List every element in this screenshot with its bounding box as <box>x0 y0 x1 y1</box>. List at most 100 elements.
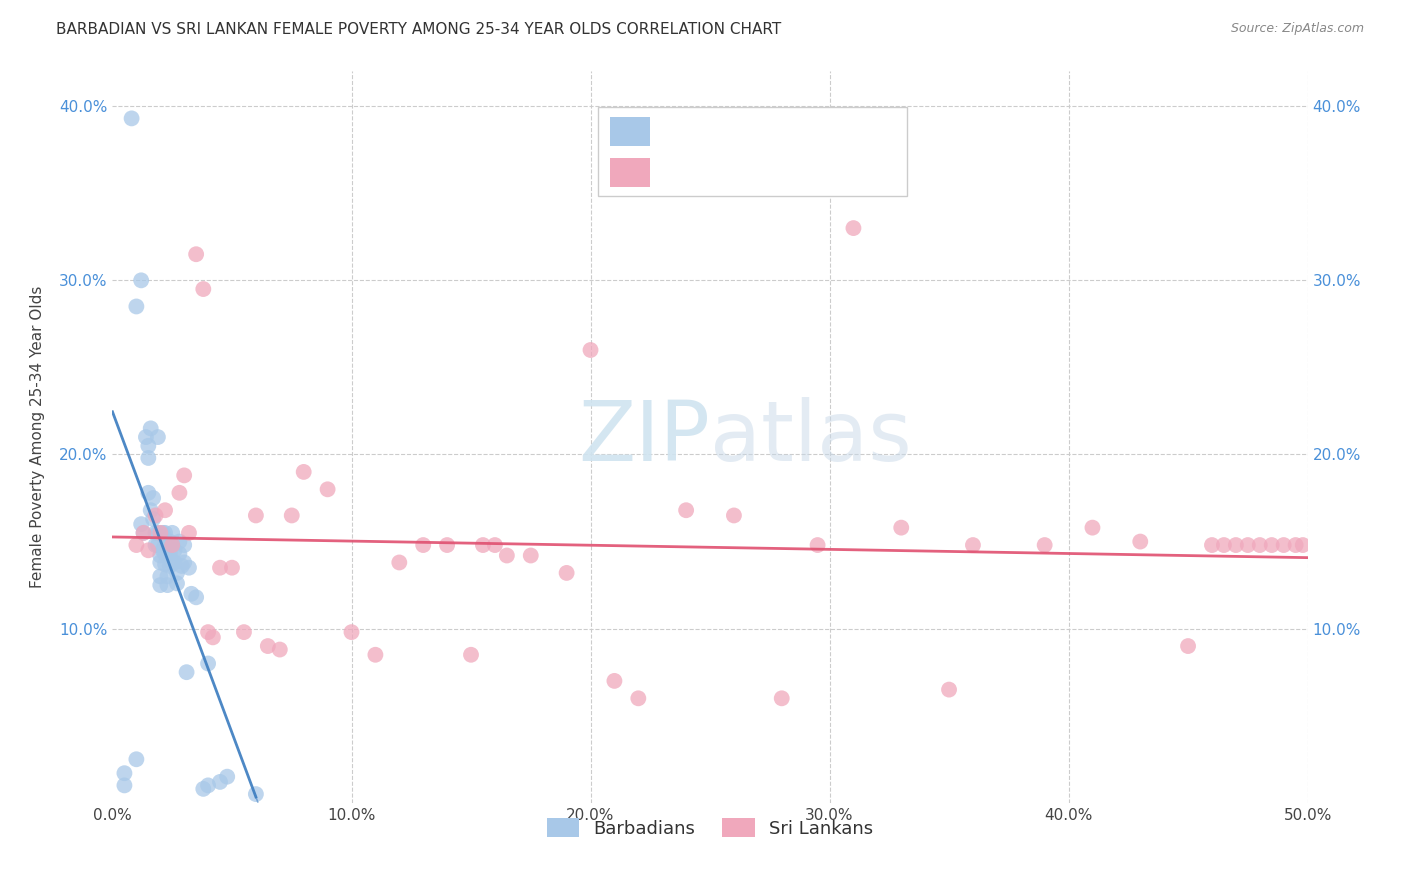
Point <box>146 430 169 444</box>
Point <box>1285 538 1308 552</box>
Point <box>139 503 162 517</box>
Point <box>484 538 506 552</box>
Point <box>162 525 183 540</box>
Point <box>149 556 172 570</box>
Point <box>156 569 179 583</box>
Point <box>169 534 191 549</box>
Text: BARBADIAN VS SRI LANKAN FEMALE POVERTY AMONG 25-34 YEAR OLDS CORRELATION CHART: BARBADIAN VS SRI LANKAN FEMALE POVERTY A… <box>56 22 782 37</box>
Point <box>177 560 200 574</box>
Point <box>145 508 167 523</box>
Point <box>1129 534 1152 549</box>
Point <box>1225 538 1247 552</box>
Point <box>281 508 304 523</box>
Point <box>125 752 148 766</box>
Point <box>460 648 482 662</box>
Point <box>627 691 650 706</box>
Point <box>173 556 195 570</box>
Point <box>1272 538 1295 552</box>
Point <box>163 556 186 570</box>
Point <box>520 549 543 563</box>
Point <box>1081 521 1104 535</box>
Point <box>153 525 176 540</box>
Point <box>159 534 181 549</box>
Point <box>269 642 291 657</box>
Point <box>257 639 280 653</box>
Point <box>138 439 160 453</box>
Point <box>364 648 387 662</box>
Point <box>209 775 232 789</box>
Point <box>156 578 179 592</box>
Point <box>1249 538 1271 552</box>
Point <box>1213 538 1236 552</box>
Point <box>412 538 434 552</box>
Point <box>197 625 219 640</box>
Point <box>152 525 174 540</box>
Point <box>675 503 697 517</box>
Point <box>496 549 519 563</box>
Point <box>173 538 195 552</box>
Point <box>807 538 830 552</box>
Text: N =: N = <box>783 161 830 182</box>
Point <box>166 566 188 580</box>
Point <box>114 778 135 792</box>
Point <box>162 538 183 552</box>
Text: 0.139: 0.139 <box>711 121 778 142</box>
Text: 58: 58 <box>830 121 859 142</box>
Point <box>180 587 202 601</box>
Text: Source: ZipAtlas.com: Source: ZipAtlas.com <box>1230 22 1364 36</box>
Text: 0.061: 0.061 <box>711 161 778 182</box>
Point <box>139 421 162 435</box>
Text: atlas: atlas <box>710 397 911 477</box>
Point <box>221 560 243 574</box>
Point <box>125 300 148 314</box>
Point <box>316 483 339 497</box>
Point <box>138 543 160 558</box>
Point <box>162 538 183 552</box>
Point <box>890 521 912 535</box>
Point <box>245 787 267 801</box>
Point <box>152 543 174 558</box>
Point <box>770 691 793 706</box>
Point <box>170 558 193 573</box>
Point <box>186 591 208 605</box>
Point <box>603 673 626 688</box>
FancyBboxPatch shape <box>610 158 650 187</box>
Point <box>129 517 152 532</box>
Point <box>245 508 267 523</box>
Point <box>723 508 745 523</box>
Point <box>132 525 155 540</box>
Point <box>193 282 215 296</box>
Point <box>145 538 167 552</box>
Point <box>129 273 152 287</box>
Point <box>138 450 160 465</box>
Point <box>153 547 176 561</box>
Point <box>1292 538 1315 552</box>
Point <box>177 525 200 540</box>
Point <box>1261 538 1284 552</box>
Point <box>125 538 148 552</box>
Point <box>1201 538 1223 552</box>
Point <box>340 625 363 640</box>
Point <box>193 781 215 796</box>
Y-axis label: Female Poverty Among 25-34 Year Olds: Female Poverty Among 25-34 Year Olds <box>31 286 45 588</box>
Point <box>153 538 176 552</box>
Point <box>138 485 160 500</box>
Point <box>555 566 578 580</box>
Point <box>146 538 169 552</box>
Point <box>159 558 181 573</box>
Point <box>938 682 960 697</box>
Point <box>292 465 315 479</box>
Point <box>159 547 181 561</box>
Text: R =: R = <box>662 161 707 182</box>
Point <box>132 525 155 540</box>
Point <box>1033 538 1056 552</box>
Point <box>173 468 195 483</box>
Point <box>209 560 232 574</box>
Point <box>142 491 165 505</box>
Point <box>176 665 198 680</box>
Point <box>842 221 865 235</box>
Point <box>163 543 186 558</box>
Point <box>233 625 256 640</box>
FancyBboxPatch shape <box>598 107 907 196</box>
Text: 58: 58 <box>830 161 859 182</box>
